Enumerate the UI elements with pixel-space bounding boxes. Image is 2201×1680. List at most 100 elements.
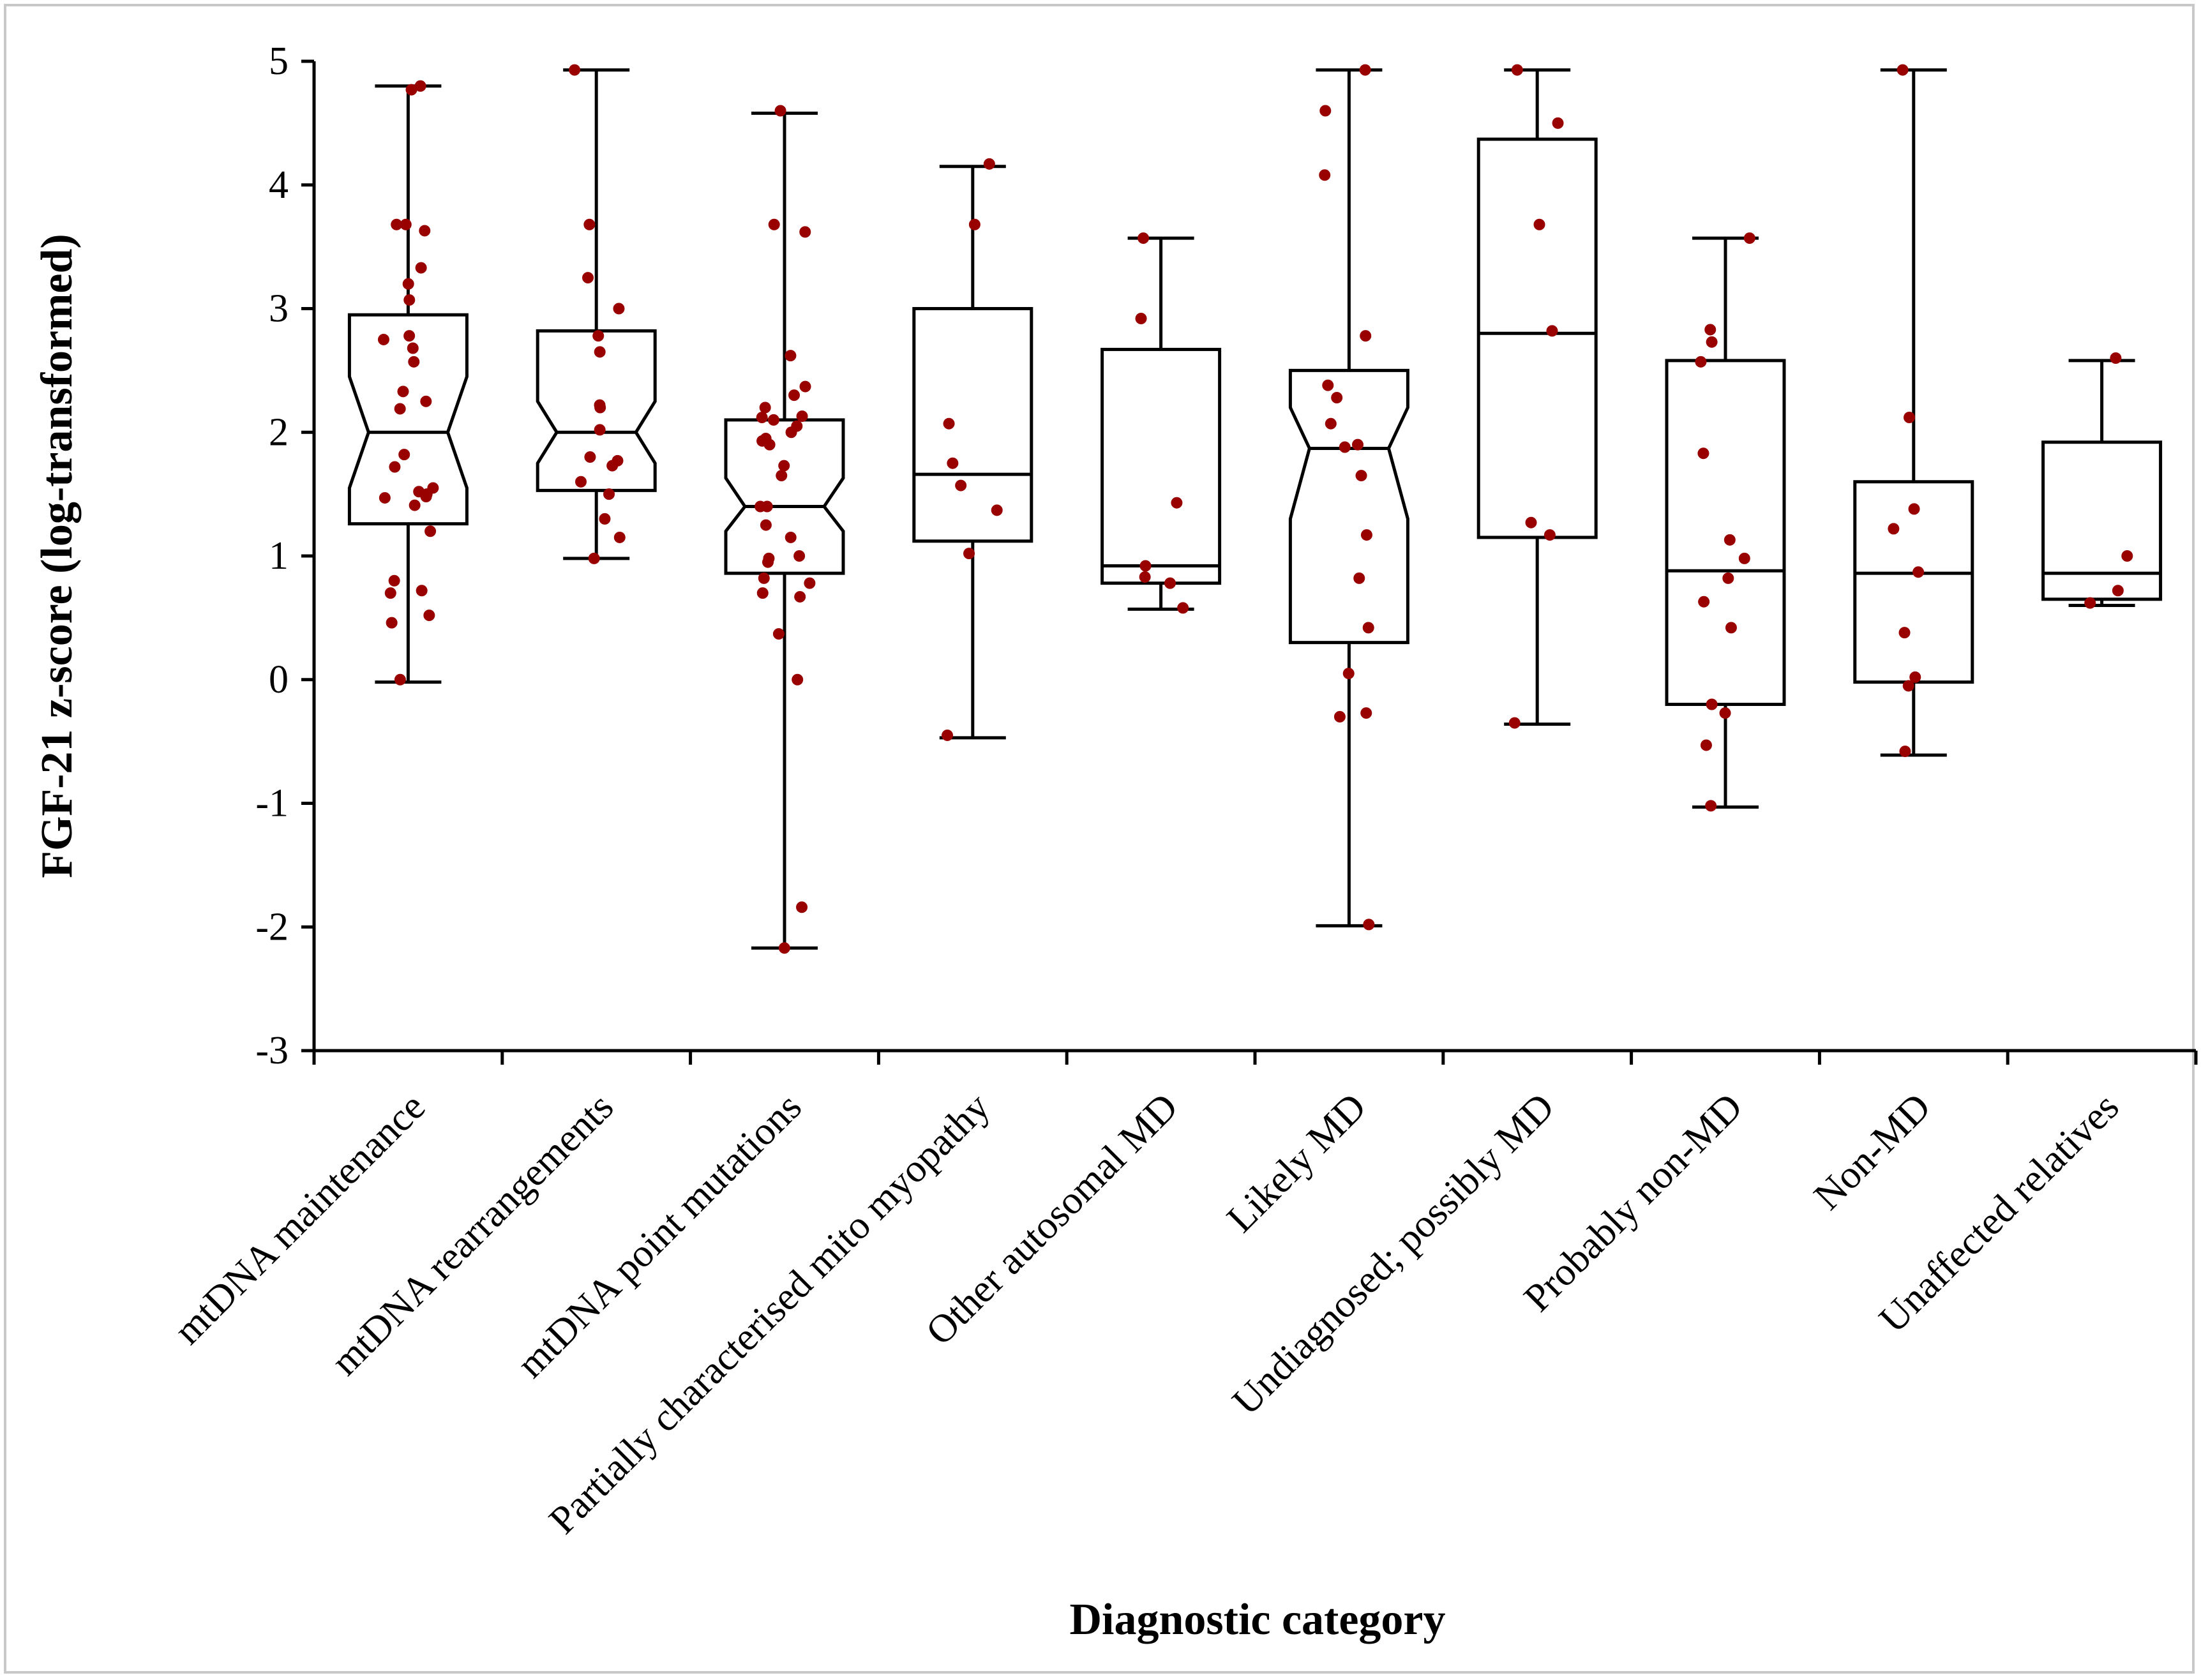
data-point bbox=[582, 272, 594, 284]
data-point bbox=[785, 426, 797, 439]
data-point bbox=[943, 417, 955, 430]
data-point bbox=[386, 617, 398, 629]
data-point bbox=[1908, 503, 1920, 515]
data-point bbox=[947, 457, 959, 469]
data-point bbox=[603, 488, 615, 500]
data-point bbox=[1319, 105, 1332, 117]
box-group bbox=[2041, 359, 2163, 607]
data-point bbox=[613, 531, 626, 543]
data-point bbox=[391, 218, 403, 230]
data-point bbox=[379, 491, 391, 504]
data-point bbox=[758, 572, 770, 584]
data-point bbox=[991, 504, 1003, 516]
y-tick-label: 5 bbox=[269, 40, 289, 83]
data-point bbox=[1138, 232, 1150, 244]
data-point bbox=[1135, 313, 1147, 324]
data-point bbox=[407, 342, 419, 354]
data-point bbox=[1325, 417, 1337, 430]
data-point bbox=[1359, 64, 1371, 76]
data-point bbox=[799, 380, 811, 393]
data-point bbox=[1704, 324, 1716, 336]
data-point bbox=[408, 356, 420, 368]
data-point bbox=[1898, 627, 1911, 639]
data-point bbox=[963, 548, 975, 560]
x-tick-label: Undiagnosed; possibly MD bbox=[1224, 1085, 1563, 1423]
data-point bbox=[1511, 64, 1523, 76]
notched-box bbox=[1288, 368, 1409, 645]
data-point bbox=[1897, 64, 1909, 76]
data-point bbox=[983, 158, 995, 170]
data-point bbox=[403, 330, 416, 342]
data-point bbox=[1698, 596, 1710, 608]
box bbox=[2041, 440, 2163, 601]
box bbox=[1100, 347, 1222, 585]
box-group bbox=[1100, 236, 1222, 611]
data-point bbox=[1353, 572, 1365, 584]
data-point bbox=[1719, 707, 1731, 719]
data-point bbox=[409, 499, 421, 511]
data-point bbox=[1322, 379, 1334, 391]
data-point bbox=[774, 105, 786, 117]
data-point bbox=[1508, 717, 1521, 729]
data-point bbox=[400, 218, 412, 230]
data-point bbox=[424, 525, 437, 537]
data-point bbox=[1725, 622, 1737, 634]
data-point bbox=[1700, 739, 1712, 751]
data-point bbox=[1333, 710, 1346, 723]
data-point bbox=[776, 470, 788, 482]
x-tick-label: Non-MD bbox=[1806, 1085, 1939, 1219]
data-point bbox=[793, 550, 806, 562]
data-point bbox=[1706, 336, 1718, 348]
data-point bbox=[1902, 680, 1914, 692]
data-point bbox=[419, 225, 431, 237]
data-point bbox=[1331, 392, 1343, 403]
x-tick-label: Likely MD bbox=[1219, 1085, 1374, 1241]
data-point bbox=[1533, 218, 1545, 230]
data-point bbox=[594, 401, 606, 414]
data-point bbox=[2110, 352, 2122, 364]
data-point bbox=[772, 628, 785, 640]
data-point bbox=[594, 424, 606, 436]
box bbox=[1665, 359, 1786, 706]
data-point bbox=[1342, 668, 1355, 680]
chart-frame bbox=[4, 4, 2195, 1674]
data-point bbox=[1904, 412, 1916, 423]
data-point bbox=[583, 218, 596, 230]
data-point bbox=[760, 519, 772, 531]
data-point bbox=[1695, 356, 1707, 368]
data-point bbox=[1360, 707, 1372, 719]
data-point bbox=[1362, 622, 1374, 634]
data-point bbox=[592, 330, 605, 342]
data-point bbox=[768, 218, 780, 230]
data-point bbox=[804, 577, 816, 589]
data-point bbox=[420, 491, 432, 502]
y-tick-label: -1 bbox=[255, 782, 289, 825]
data-point bbox=[942, 729, 954, 741]
box-group bbox=[724, 111, 845, 950]
data-point bbox=[799, 226, 811, 238]
notched-box bbox=[724, 418, 845, 575]
data-point bbox=[1888, 523, 1900, 535]
box-group bbox=[347, 84, 469, 684]
data-point bbox=[794, 590, 806, 603]
data-point bbox=[1546, 325, 1558, 337]
box-group bbox=[1476, 68, 1598, 726]
y-tick-label: 3 bbox=[269, 287, 289, 331]
data-point bbox=[594, 346, 606, 358]
data-point bbox=[1724, 534, 1736, 546]
data-point bbox=[955, 479, 967, 491]
data-point bbox=[1525, 516, 1537, 529]
data-point bbox=[1722, 572, 1734, 584]
data-point bbox=[1899, 746, 1911, 758]
data-point bbox=[389, 461, 401, 473]
boxes bbox=[347, 68, 2163, 950]
data-point bbox=[1909, 671, 1921, 683]
data-point bbox=[1360, 330, 1372, 342]
y-tick-label: 0 bbox=[269, 658, 289, 701]
y-tick-label: 2 bbox=[269, 410, 289, 454]
data-point bbox=[785, 531, 797, 543]
data-point bbox=[1705, 800, 1717, 812]
data-point bbox=[2084, 597, 2096, 609]
